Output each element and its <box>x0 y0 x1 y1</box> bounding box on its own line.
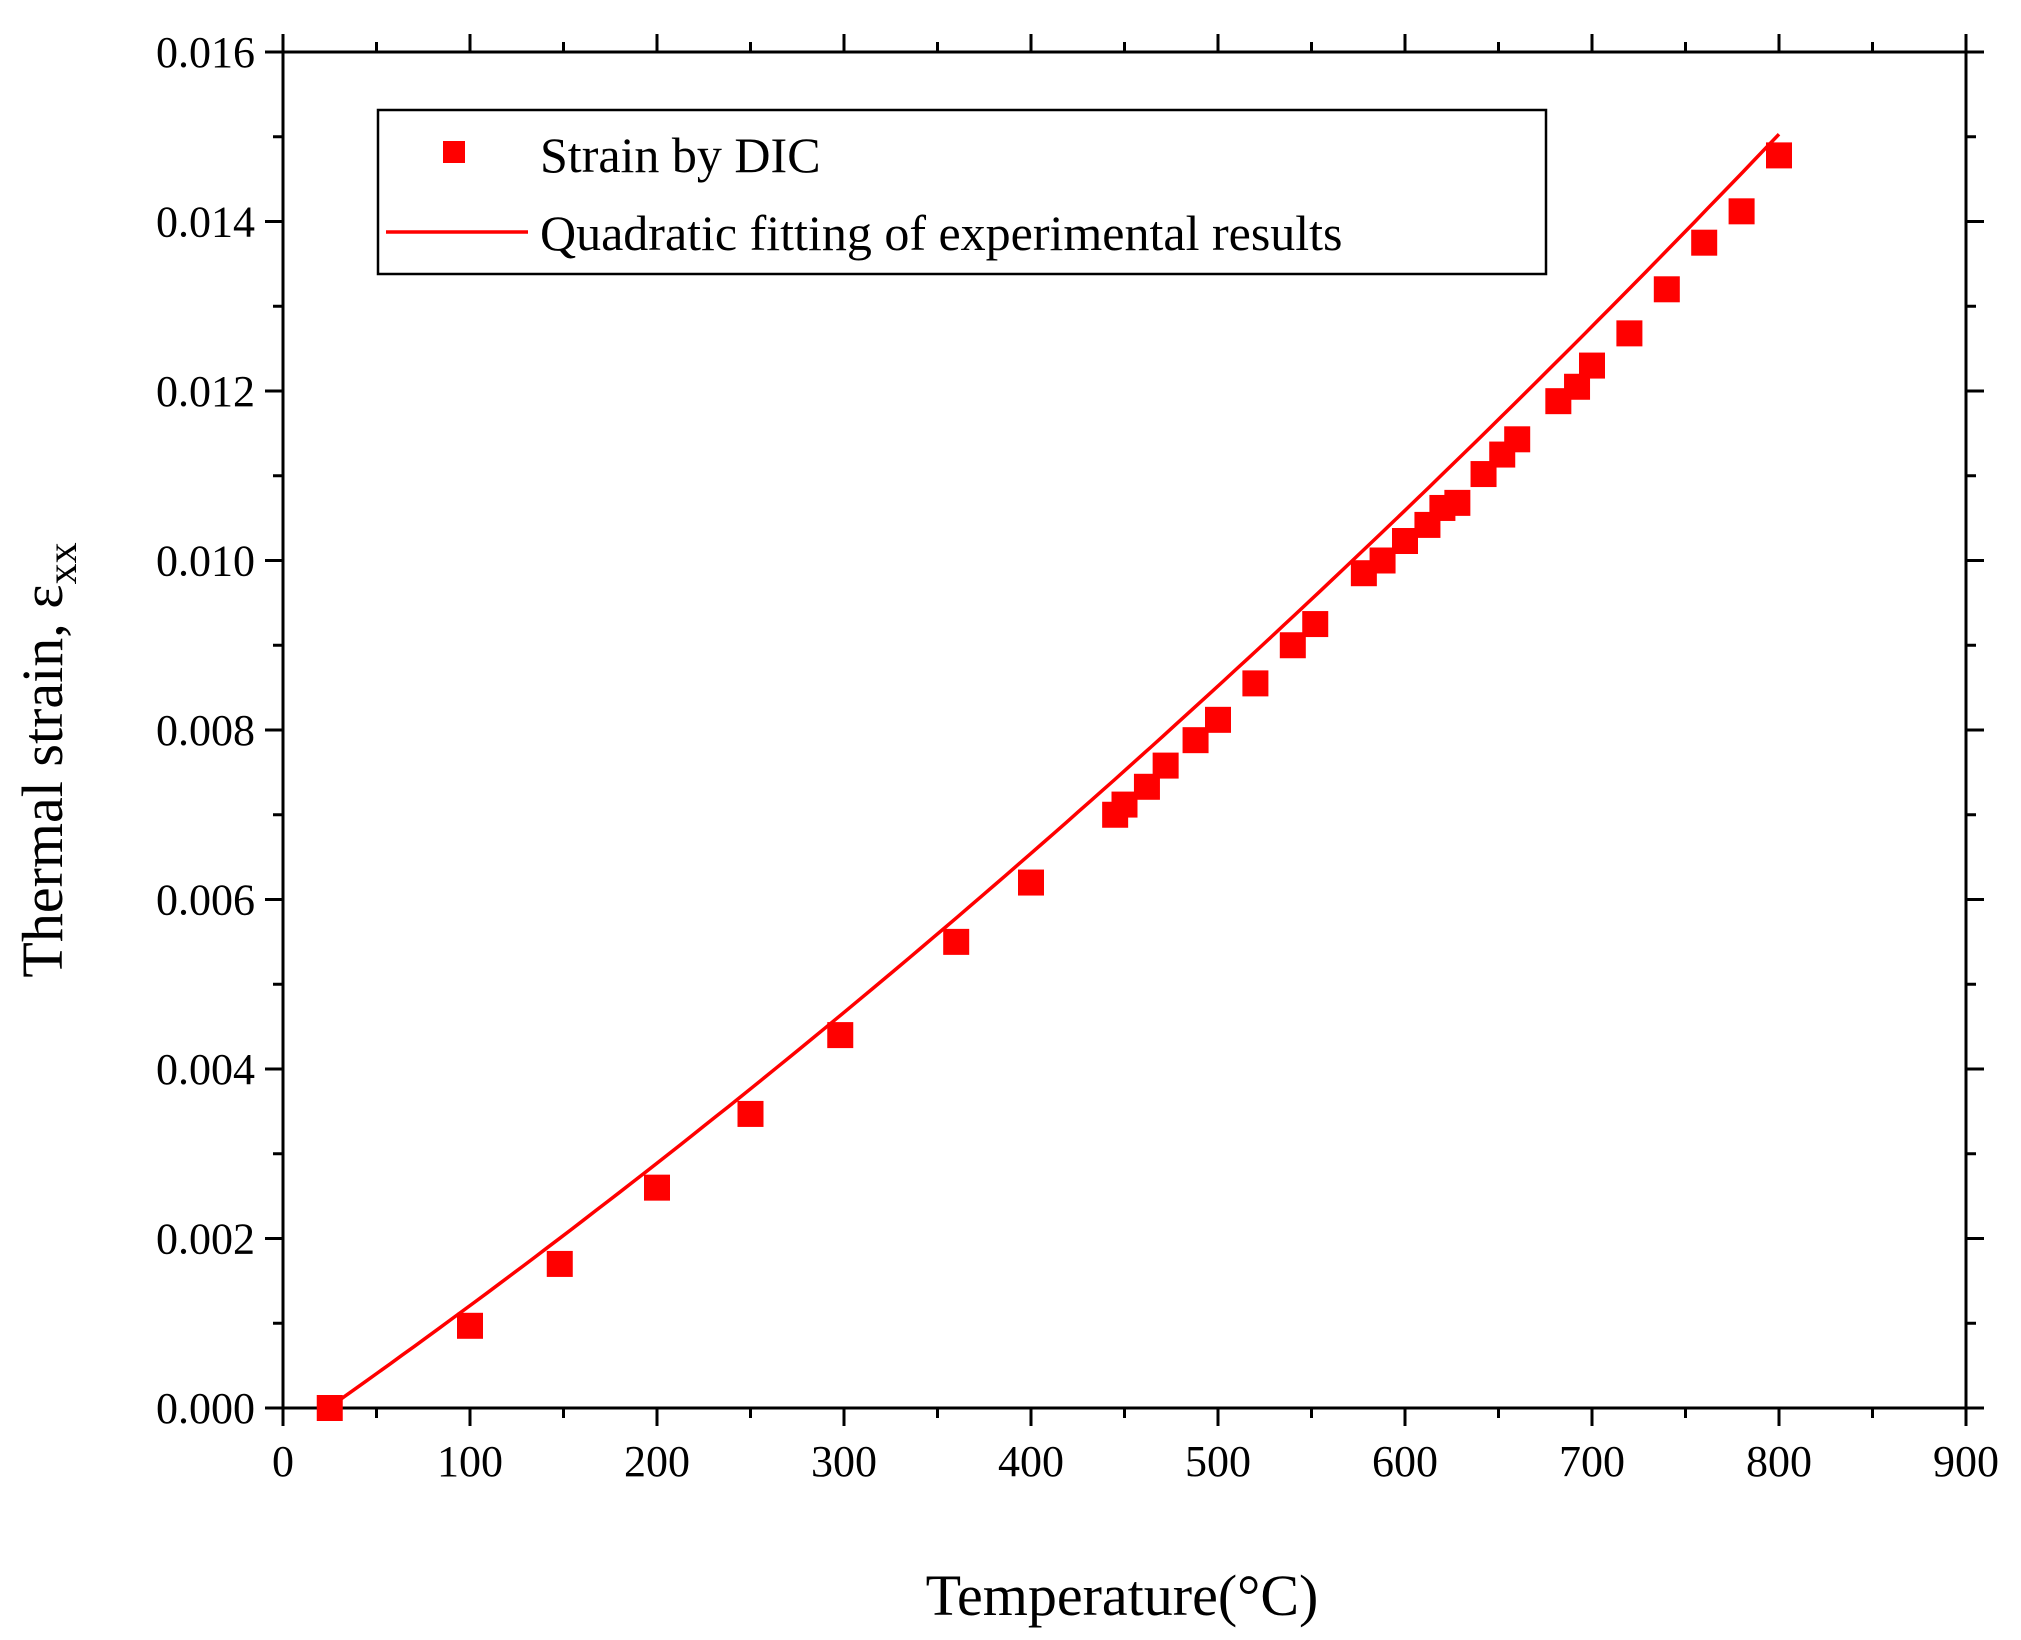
data-point <box>1242 670 1269 697</box>
data-point <box>1018 869 1044 896</box>
data-point <box>316 1395 343 1421</box>
x-axis-title: Temperature(°C) <box>926 1563 1319 1628</box>
x-tick-label: 0 <box>272 1437 294 1486</box>
y-tick-label: 0.010 <box>156 537 255 586</box>
data-point <box>644 1174 670 1201</box>
data-point <box>1182 727 1209 754</box>
data-point <box>1279 632 1306 659</box>
legend: Strain by DIC Quadratic fitting of exper… <box>376 108 1548 276</box>
data-point <box>1444 489 1471 516</box>
y-axis-title-subscript: xx <box>40 542 86 584</box>
y-tick-label: 0.016 <box>156 28 255 77</box>
data-point <box>1302 611 1329 638</box>
ticks <box>265 34 1984 1426</box>
y-tick-label: 0.002 <box>156 1215 255 1264</box>
data-point <box>827 1022 854 1049</box>
fit-line <box>328 132 1781 1409</box>
data-point <box>1111 791 1138 818</box>
data-point <box>943 928 970 955</box>
legend-marker-strain-by-dic <box>443 141 465 163</box>
data-point <box>1616 320 1643 347</box>
tick-labels: 0 100 200 300 400 500 600 700 800 900 0.000 0.002 0.… <box>156 28 1999 1486</box>
x-tick-label: 800 <box>1746 1437 1812 1486</box>
x-tick-label: 600 <box>1372 1437 1438 1486</box>
y-tick-label: 0.006 <box>156 876 255 925</box>
y-tick-label: 0.008 <box>156 706 255 755</box>
data-point <box>1579 352 1605 379</box>
y-tick-label: 0.012 <box>156 367 255 416</box>
x-tick-label: 300 <box>811 1437 877 1486</box>
x-tick-label: 200 <box>624 1437 690 1486</box>
data-point <box>1691 229 1718 256</box>
data-point <box>1152 752 1179 779</box>
y-axis-title-main: Thermal strain, ε <box>10 584 75 977</box>
y-tick-label: 0.004 <box>156 1045 255 1094</box>
data-point <box>457 1312 483 1339</box>
x-tick-label: 100 <box>437 1437 503 1486</box>
data-point <box>1369 547 1396 574</box>
x-tick-label: 900 <box>1933 1437 1999 1486</box>
legend-box <box>376 108 1548 276</box>
x-tick-label: 400 <box>998 1437 1064 1486</box>
data-point <box>1766 142 1792 169</box>
data-point <box>1392 528 1418 555</box>
y-tick-label: 0.014 <box>156 198 255 247</box>
data-point <box>1205 706 1231 733</box>
legend-label-strain-by-dic: Strain by DIC <box>540 127 821 183</box>
legend-label-quadratic-fit: Quadratic fitting of experimental result… <box>540 205 1343 261</box>
x-tick-label: 700 <box>1559 1437 1625 1486</box>
data-point <box>1504 426 1531 453</box>
y-axis-title: Thermal strain, εxx <box>10 542 86 977</box>
data-point <box>1728 198 1755 225</box>
data-point <box>737 1100 764 1127</box>
x-tick-label: 500 <box>1185 1437 1251 1486</box>
data-point <box>1653 276 1680 303</box>
data-point <box>546 1250 573 1277</box>
y-tick-label: 0.000 <box>156 1384 255 1433</box>
series-layer <box>316 132 1792 1421</box>
